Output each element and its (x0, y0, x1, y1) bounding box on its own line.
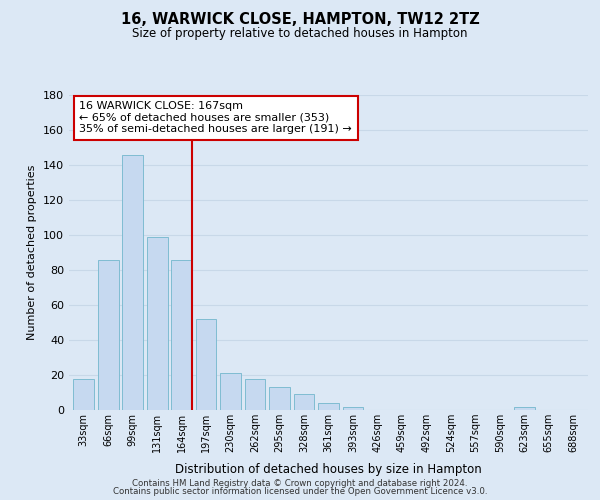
Bar (269, 387, 290, 410)
Bar (514, 406, 535, 410)
Bar (245, 378, 265, 410)
Y-axis label: Number of detached properties: Number of detached properties (28, 165, 37, 340)
Text: Contains HM Land Registry data © Crown copyright and database right 2024.: Contains HM Land Registry data © Crown c… (132, 478, 468, 488)
Bar (73, 378, 94, 410)
Text: 16, WARWICK CLOSE, HAMPTON, TW12 2TZ: 16, WARWICK CLOSE, HAMPTON, TW12 2TZ (121, 12, 479, 28)
Bar (98, 260, 119, 410)
Bar (220, 373, 241, 410)
Bar (122, 154, 143, 410)
Bar (318, 403, 339, 410)
Bar (147, 237, 167, 410)
Text: Size of property relative to detached houses in Hampton: Size of property relative to detached ho… (132, 28, 468, 40)
X-axis label: Distribution of detached houses by size in Hampton: Distribution of detached houses by size … (175, 464, 482, 476)
Bar (343, 406, 364, 410)
Bar (171, 260, 192, 410)
Text: 16 WARWICK CLOSE: 167sqm
← 65% of detached houses are smaller (353)
35% of semi-: 16 WARWICK CLOSE: 167sqm ← 65% of detach… (79, 102, 352, 134)
Bar (293, 394, 314, 410)
Text: Contains public sector information licensed under the Open Government Licence v3: Contains public sector information licen… (113, 487, 487, 496)
Bar (196, 319, 217, 410)
